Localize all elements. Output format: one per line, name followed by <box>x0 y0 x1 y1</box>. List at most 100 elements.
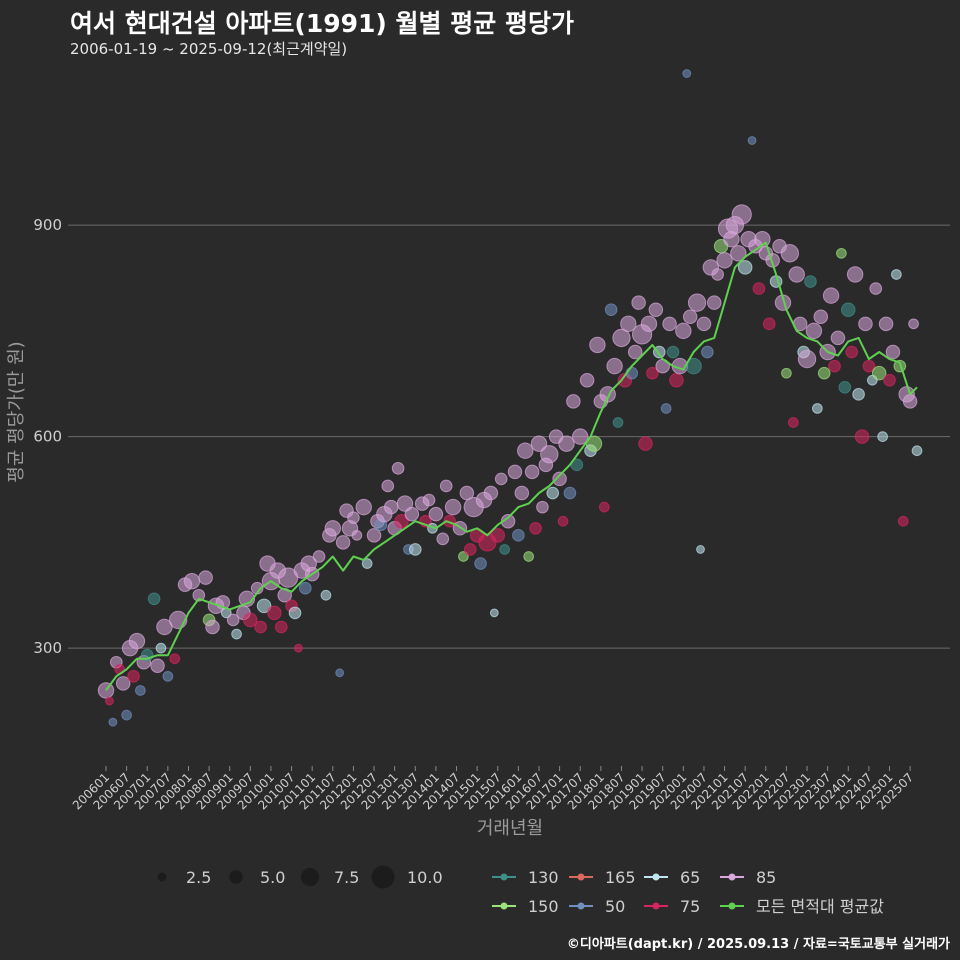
legend-swatch-dot <box>728 873 736 881</box>
legend-swatch-dot <box>577 873 585 881</box>
color-legend-label: 85 <box>756 868 776 887</box>
y-tick-label: 900 <box>33 216 62 234</box>
data-point <box>682 69 692 78</box>
legend-swatch-dot <box>577 902 585 910</box>
data-point <box>811 403 823 414</box>
data-point <box>911 445 923 457</box>
data-point <box>463 543 477 556</box>
data-point <box>589 336 606 354</box>
x-axis-ticks: 2006012006072007012007072008012008072009… <box>70 766 916 813</box>
data-point <box>517 442 534 459</box>
data-point <box>530 435 548 452</box>
data-point <box>566 394 581 409</box>
data-point <box>436 532 450 546</box>
data-point <box>606 357 623 375</box>
data-point <box>108 717 118 727</box>
data-point <box>512 529 525 542</box>
data-point <box>747 136 757 145</box>
data-point <box>572 428 589 445</box>
data-point <box>396 495 414 512</box>
data-point <box>781 367 792 379</box>
data-point <box>687 293 707 312</box>
y-axis-ticks: 300 600 900 <box>33 216 62 657</box>
data-point <box>494 472 508 486</box>
data-point <box>737 260 753 275</box>
data-point <box>444 498 462 516</box>
data-point <box>361 558 373 569</box>
legend-swatch-dot <box>652 873 660 881</box>
data-point <box>552 471 567 487</box>
y-axis-label: 평균 평당가(만 원) <box>6 341 27 482</box>
data-point <box>631 295 646 310</box>
data-point <box>788 266 805 283</box>
data-point <box>660 403 672 414</box>
x-axis-label: 거래년월 <box>477 818 543 839</box>
data-point <box>408 543 422 556</box>
data-point <box>483 485 499 501</box>
data-point <box>490 528 506 543</box>
color-legend-label: 모든 면적대 평균값 <box>756 897 884 916</box>
data-point <box>804 275 817 288</box>
data-point <box>198 570 213 585</box>
data-point <box>135 685 146 696</box>
data-point <box>147 592 161 606</box>
data-point <box>627 344 643 360</box>
data-point <box>524 464 540 480</box>
data-point <box>254 620 267 634</box>
data-point <box>267 605 282 621</box>
data-point <box>885 344 901 360</box>
data-point <box>707 295 722 310</box>
data-point <box>731 204 752 225</box>
chart-title: 여서 현대건설 아파트(1991) 월별 평균 평당가 <box>70 9 574 38</box>
data-point <box>858 316 873 332</box>
color-legend-label: 165 <box>605 868 636 887</box>
data-point <box>128 632 146 650</box>
data-point <box>612 417 624 428</box>
y-tick-label: 600 <box>33 428 62 446</box>
data-point <box>294 643 303 653</box>
data-point <box>563 486 577 500</box>
legend-swatch-dot <box>500 873 508 881</box>
data-point <box>822 287 840 304</box>
size-legend-label: 10.0 <box>407 868 443 887</box>
color-legend-label: 130 <box>528 868 559 887</box>
color-legend-label: 65 <box>680 868 700 887</box>
data-point <box>638 436 653 451</box>
data-point <box>902 394 918 409</box>
data-point <box>121 709 132 721</box>
size-legend-label: 7.5 <box>334 868 359 887</box>
data-point <box>394 513 409 529</box>
data-point <box>335 668 345 678</box>
data-point <box>730 245 747 262</box>
color-legend-label: 75 <box>680 897 700 916</box>
data-point <box>682 309 698 325</box>
data-point <box>439 479 453 493</box>
data-point <box>845 345 859 359</box>
data-point <box>243 612 258 628</box>
data-point <box>288 606 302 620</box>
data-point <box>701 345 714 359</box>
data-point <box>312 550 326 563</box>
data-point <box>499 544 510 555</box>
legend-swatch-dot <box>728 902 736 910</box>
data-point <box>711 268 724 281</box>
data-point <box>612 328 631 348</box>
data-point <box>231 628 242 640</box>
data-point <box>598 501 610 513</box>
data-point <box>558 435 575 452</box>
data-point <box>192 588 206 602</box>
data-point <box>169 653 181 665</box>
data-point <box>458 551 469 562</box>
data-point <box>846 266 864 283</box>
data-point <box>335 535 351 550</box>
data-point <box>897 515 909 527</box>
size-legend-label: 5.0 <box>260 868 285 887</box>
data-point <box>648 302 664 317</box>
color-legend-label: 150 <box>528 897 559 916</box>
data-point <box>869 282 883 295</box>
grid-lines <box>68 224 950 649</box>
data-point <box>155 642 167 654</box>
data-point <box>675 322 692 340</box>
data-point <box>383 499 399 515</box>
